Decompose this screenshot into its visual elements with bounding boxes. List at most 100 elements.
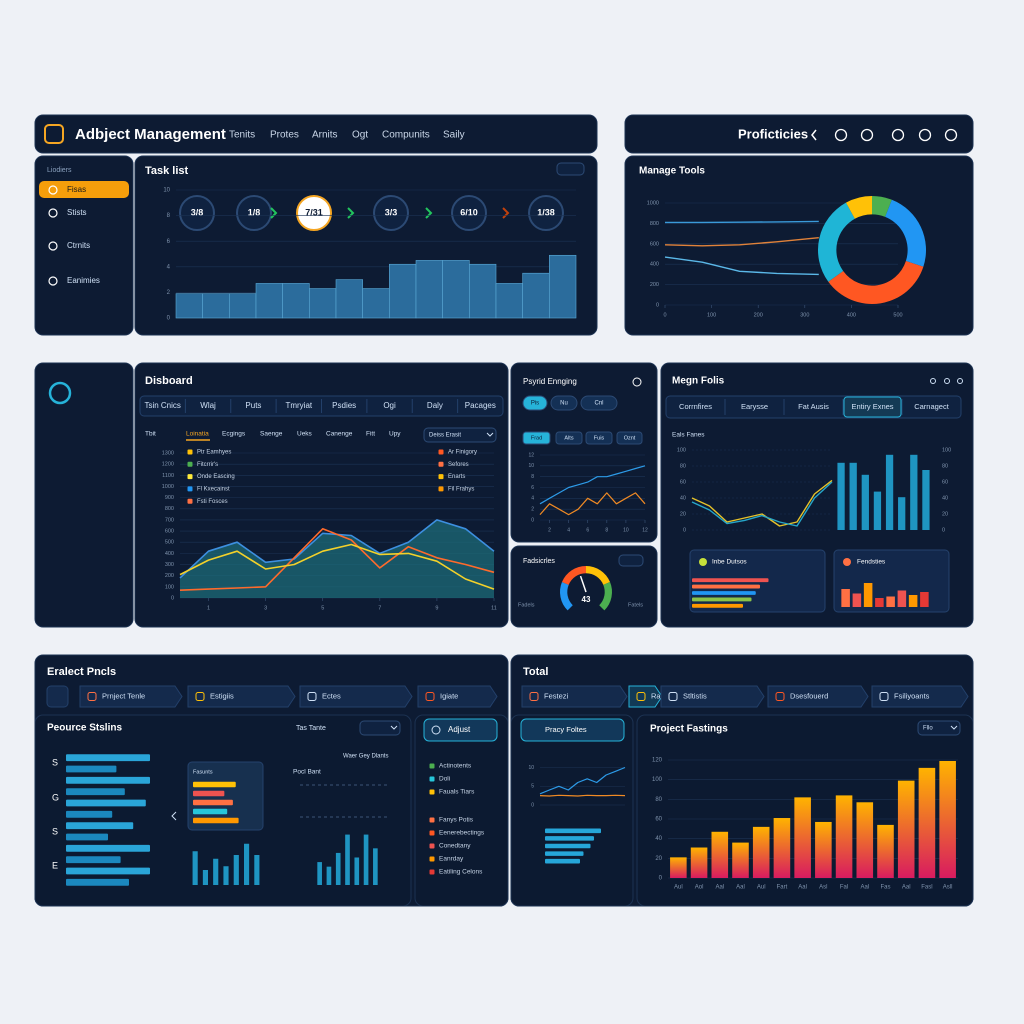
nav-item[interactable]: Protes	[270, 130, 299, 141]
toggle-label[interactable]: Pis	[531, 401, 539, 407]
toggle[interactable]	[522, 395, 548, 411]
nav-item[interactable]: Arnits	[312, 130, 338, 141]
breadcrumb-label[interactable]: Fsiliyoants	[894, 691, 930, 700]
breadcrumb-label[interactable]: Festezi	[544, 691, 569, 700]
legend-swatch	[438, 486, 444, 492]
y-tick-label: 700	[165, 517, 174, 523]
toolbar-icon[interactable]	[918, 128, 932, 142]
breadcrumb[interactable]	[79, 685, 183, 708]
tab[interactable]: Daly	[427, 401, 443, 410]
breadcrumb-label[interactable]: Rae	[651, 691, 665, 700]
tab[interactable]: Entiry Exnes	[851, 402, 893, 411]
breadcrumb-label[interactable]: Dsesfouerd	[790, 691, 828, 700]
subtab[interactable]: Ueks	[297, 431, 313, 438]
y-tick-label: 8	[531, 474, 534, 480]
tab[interactable]: Ogi	[383, 401, 396, 410]
bar	[175, 293, 203, 319]
tab[interactable]: Earysse	[741, 402, 768, 411]
button[interactable]	[423, 718, 498, 742]
tab[interactable]: Fat Ausis	[798, 402, 829, 411]
button-label[interactable]: Pracy Foltes	[545, 725, 587, 734]
tab[interactable]: Carnagect	[914, 402, 950, 411]
filter-label[interactable]: Oznt	[624, 435, 636, 441]
subtab[interactable]: Canenge	[326, 431, 353, 438]
breadcrumb-label[interactable]: Prnject Tenle	[102, 691, 145, 700]
subtab[interactable]: Upy	[389, 431, 401, 438]
subtab[interactable]: Loinatia	[186, 431, 209, 438]
breadcrumb[interactable]	[767, 685, 869, 708]
button-label[interactable]: Adjust	[448, 725, 471, 734]
subtab[interactable]: Tbit	[145, 431, 156, 438]
toolbar-icon[interactable]	[860, 128, 874, 142]
y-tick-label: 1000	[647, 200, 659, 206]
x-tick-label: Fal	[840, 885, 848, 891]
tab[interactable]: Psdies	[332, 401, 356, 410]
dropdown[interactable]	[917, 720, 961, 736]
tab[interactable]: Pacages	[465, 401, 496, 410]
breadcrumb[interactable]	[187, 685, 296, 708]
icon-back[interactable]	[811, 129, 817, 141]
sidebar-active	[39, 181, 129, 198]
tab[interactable]: Corrnfires	[679, 402, 712, 411]
sidebar-item[interactable]: Stists	[67, 208, 87, 217]
subtab[interactable]: Saenge	[260, 431, 283, 438]
icon-button[interactable]	[46, 685, 69, 708]
nav-item[interactable]: Compunits	[382, 130, 430, 141]
legend-label: Eanrday	[439, 856, 464, 863]
filter[interactable]	[616, 431, 643, 445]
tab[interactable]: Wlaj	[200, 401, 216, 410]
subtab[interactable]: Ecgings	[222, 431, 246, 438]
subtab[interactable]: Fitt	[366, 431, 375, 438]
breadcrumb-label[interactable]: Igiate	[440, 691, 458, 700]
tab[interactable]: Tsin Cnics	[144, 401, 180, 410]
toggle-label[interactable]: Cnl	[594, 401, 603, 407]
filter-label[interactable]: Fuis	[594, 435, 605, 441]
sidebar-item[interactable]: Fisas	[67, 185, 86, 194]
bar	[193, 808, 228, 815]
toggle[interactable]	[550, 395, 578, 411]
filter-label[interactable]: Frad	[531, 435, 542, 441]
toggle-label[interactable]: Nu	[560, 401, 568, 407]
sidebar-item[interactable]: Eanimies	[67, 276, 100, 285]
breadcrumb[interactable]	[299, 685, 413, 708]
bar	[193, 817, 239, 824]
breadcrumb[interactable]	[521, 685, 628, 708]
dropdown[interactable]	[359, 720, 401, 736]
dropdown-label[interactable]: Deiss Erasit	[429, 433, 461, 439]
filter[interactable]	[555, 431, 583, 445]
button[interactable]	[520, 718, 625, 742]
bar	[873, 491, 882, 530]
breadcrumb-label[interactable]: Estigiis	[210, 691, 234, 700]
nav-item[interactable]: Saily	[443, 130, 465, 141]
dropdown[interactable]	[423, 427, 497, 443]
toolbar-icon[interactable]	[891, 128, 905, 142]
tab[interactable]: Tmryiat	[285, 401, 312, 410]
tab[interactable]: Puts	[245, 401, 261, 410]
bar	[692, 578, 769, 583]
breadcrumb-label[interactable]: Ectes	[322, 691, 341, 700]
dropdown-label[interactable]: Fllo	[923, 726, 933, 732]
panel-menu[interactable]	[618, 554, 644, 567]
toggle[interactable]	[580, 395, 618, 411]
toolbar-icon[interactable]	[944, 128, 958, 142]
y-tick-label: 500	[165, 540, 174, 546]
y-tick-label: 0	[167, 316, 171, 322]
sidebar-item[interactable]: Ctrnits	[67, 241, 90, 250]
breadcrumb[interactable]	[417, 685, 498, 708]
nav-item[interactable]: Ogt	[352, 130, 368, 141]
nav-item[interactable]: Tenits	[229, 130, 255, 141]
bar	[66, 878, 129, 886]
panel-menu[interactable]	[556, 162, 585, 176]
y-tick-label: 200	[165, 573, 174, 579]
filter[interactable]	[522, 431, 551, 445]
filter[interactable]	[585, 431, 613, 445]
filter-label[interactable]: Alts	[564, 435, 573, 441]
breadcrumb-label[interactable]: Stltistis	[683, 691, 707, 700]
bar	[852, 593, 862, 607]
breadcrumb[interactable]	[660, 685, 765, 708]
breadcrumb[interactable]	[871, 685, 969, 708]
icon	[632, 377, 642, 387]
toolbar-icon[interactable]	[834, 128, 848, 142]
y-tick-label: 10	[528, 463, 534, 469]
x-tick-label: 300	[800, 312, 809, 318]
